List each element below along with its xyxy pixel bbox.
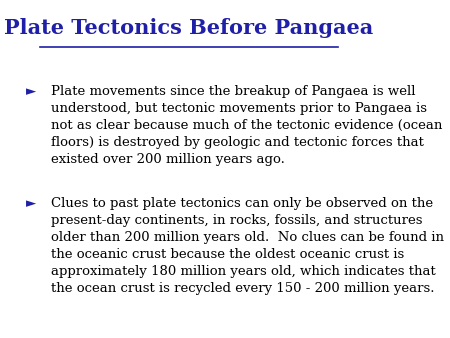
- Text: Plate Tectonics Before Pangaea: Plate Tectonics Before Pangaea: [4, 18, 374, 38]
- Text: ►: ►: [26, 197, 36, 211]
- Text: ►: ►: [26, 85, 36, 98]
- Text: Plate movements since the breakup of Pangaea is well
understood, but tectonic mo: Plate movements since the breakup of Pan…: [50, 85, 442, 166]
- Text: Clues to past plate tectonics can only be observed on the
present-day continents: Clues to past plate tectonics can only b…: [50, 197, 444, 295]
